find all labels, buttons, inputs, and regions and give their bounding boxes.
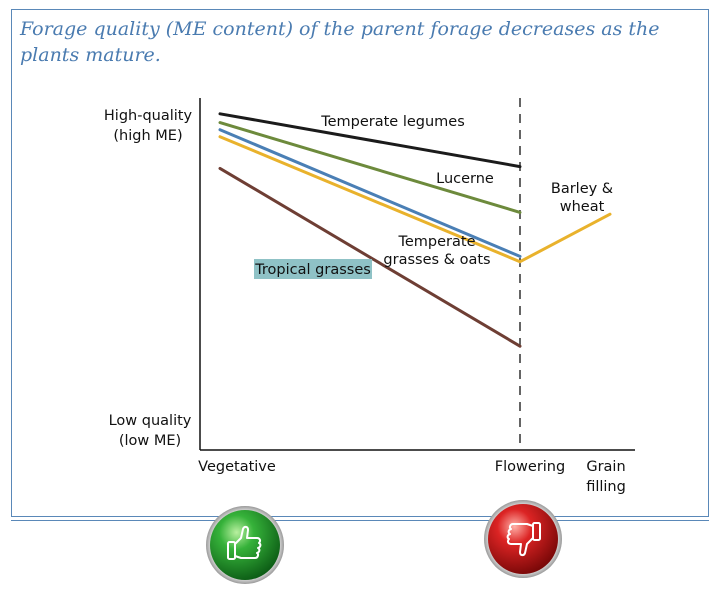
series-label-lucerne: Lucerne (436, 171, 494, 187)
series-line-lucerne (218, 121, 522, 214)
series-label-tropical-grasses: Tropical grasses (254, 262, 371, 278)
thumbs-down-badge (483, 499, 563, 579)
series-line-tropical-grasses (218, 166, 522, 348)
series-label-highlight (254, 259, 372, 279)
x-label-grain-filling: Grain filling (586, 459, 626, 495)
series-line-temperate-legumes (218, 112, 522, 169)
series-line-temperate-grasses-and-oats (218, 128, 522, 258)
series-label-barley-and-wheat: Barley & wheat (551, 181, 613, 215)
figure-frame (11, 9, 709, 517)
thumbs-up-icon (227, 525, 262, 560)
series-line-barley-and-wheat (218, 135, 612, 264)
y-label-high: High-quality (high ME) (104, 108, 193, 144)
series-label-temperate-grasses-and-oats: Temperate grasses & oats (383, 234, 490, 268)
frame-divider (11, 520, 709, 521)
x-label-vegetative: Vegetative (198, 459, 276, 475)
thumbs-up-badge (205, 505, 285, 585)
series-label-temperate-legumes: Temperate legumes (320, 114, 465, 130)
x-label-flowering: Flowering (495, 459, 565, 475)
figure-heading: Forage quality (ME content) of the paren… (20, 18, 660, 66)
y-label-low: Low quality (low ME) (109, 413, 192, 449)
thumbs-down-icon (506, 522, 541, 557)
